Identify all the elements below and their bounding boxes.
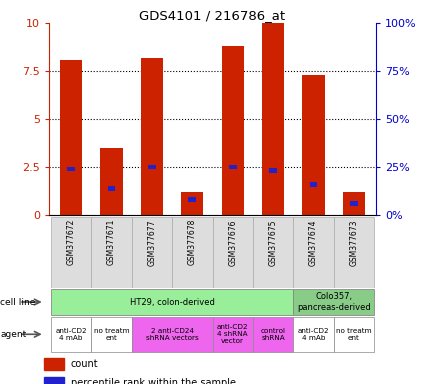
FancyBboxPatch shape — [172, 217, 212, 288]
FancyBboxPatch shape — [293, 289, 374, 315]
Bar — [60, 60, 82, 215]
Text: GSM377676: GSM377676 — [228, 219, 237, 266]
Text: count: count — [71, 359, 98, 369]
FancyBboxPatch shape — [253, 217, 293, 288]
Text: cell line: cell line — [0, 298, 36, 306]
Bar — [44, 358, 64, 370]
FancyBboxPatch shape — [132, 317, 212, 352]
Bar — [141, 58, 163, 215]
Bar — [262, 23, 284, 215]
Text: anti-CD2
4 shRNA
vector: anti-CD2 4 shRNA vector — [217, 324, 249, 344]
FancyBboxPatch shape — [253, 317, 293, 352]
FancyBboxPatch shape — [293, 317, 334, 352]
FancyBboxPatch shape — [212, 317, 253, 352]
Text: GSM377678: GSM377678 — [188, 219, 197, 265]
Text: no treatm
ent: no treatm ent — [94, 328, 129, 341]
Bar — [343, 192, 365, 215]
Bar — [181, 192, 204, 215]
FancyBboxPatch shape — [51, 317, 91, 352]
Text: GSM377675: GSM377675 — [269, 219, 278, 266]
FancyBboxPatch shape — [51, 289, 293, 315]
Text: anti-CD2
4 mAb: anti-CD2 4 mAb — [298, 328, 329, 341]
FancyBboxPatch shape — [212, 217, 253, 288]
FancyBboxPatch shape — [91, 317, 132, 352]
Title: GDS4101 / 216786_at: GDS4101 / 216786_at — [139, 9, 286, 22]
FancyBboxPatch shape — [51, 217, 91, 288]
Text: GSM377671: GSM377671 — [107, 219, 116, 265]
Text: HT29, colon-derived: HT29, colon-derived — [130, 298, 215, 306]
Bar — [148, 165, 156, 169]
Bar — [303, 75, 325, 215]
Bar — [44, 377, 64, 384]
FancyBboxPatch shape — [132, 217, 172, 288]
Bar — [269, 169, 277, 173]
Text: GSM377674: GSM377674 — [309, 219, 318, 266]
Bar — [350, 201, 358, 206]
Bar — [100, 148, 122, 215]
Bar — [221, 46, 244, 215]
FancyBboxPatch shape — [91, 217, 132, 288]
Text: anti-CD2
4 mAb: anti-CD2 4 mAb — [55, 328, 87, 341]
Text: GSM377677: GSM377677 — [147, 219, 156, 266]
Bar — [310, 182, 317, 187]
Text: control
shRNA: control shRNA — [261, 328, 286, 341]
Text: percentile rank within the sample: percentile rank within the sample — [71, 378, 235, 384]
Bar — [67, 167, 75, 171]
Bar — [229, 165, 237, 169]
FancyBboxPatch shape — [334, 217, 374, 288]
Text: GSM377672: GSM377672 — [67, 219, 76, 265]
Bar — [108, 186, 115, 190]
Text: 2 anti-CD24
shRNA vectors: 2 anti-CD24 shRNA vectors — [146, 328, 198, 341]
Bar — [188, 197, 196, 202]
Text: no treatm
ent: no treatm ent — [336, 328, 372, 341]
FancyBboxPatch shape — [334, 317, 374, 352]
Text: agent: agent — [0, 330, 27, 339]
FancyBboxPatch shape — [293, 217, 334, 288]
Text: GSM377673: GSM377673 — [349, 219, 358, 266]
Text: Colo357,
pancreas-derived: Colo357, pancreas-derived — [297, 292, 371, 312]
